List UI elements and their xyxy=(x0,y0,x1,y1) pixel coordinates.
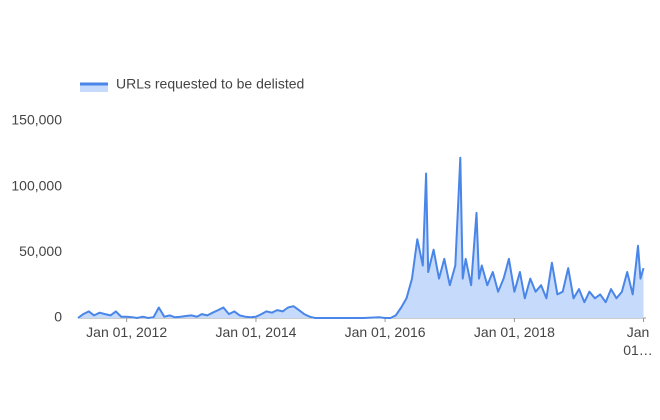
y-tick-label: 50,000 xyxy=(19,243,62,259)
y-tick-label: 0 xyxy=(54,309,62,325)
area xyxy=(78,157,644,318)
x-tick-label: Jan 01, 2012 xyxy=(86,324,168,340)
y-tick-label: 150,000 xyxy=(11,112,62,128)
y-tick-label: 100,000 xyxy=(11,177,62,193)
x-tick-label: Jan 01… xyxy=(623,324,653,358)
legend-swatch xyxy=(80,84,108,92)
x-tick-label: Jan 01, 2018 xyxy=(473,324,555,340)
legend-label: URLs requested to be delisted xyxy=(116,76,304,92)
x-tick-label: Jan 01, 2016 xyxy=(344,324,426,340)
line xyxy=(77,156,645,319)
x-tick-label: Jan 01, 2014 xyxy=(215,324,297,340)
